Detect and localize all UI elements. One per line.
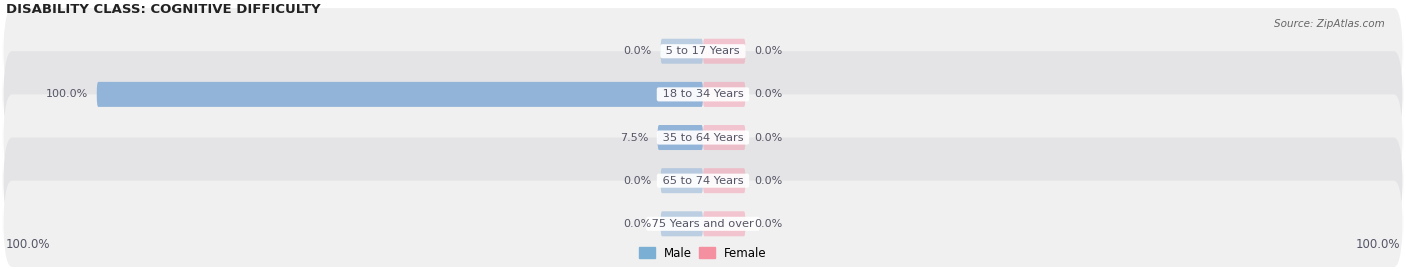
Text: 5 to 17 Years: 5 to 17 Years bbox=[662, 46, 744, 56]
FancyBboxPatch shape bbox=[97, 82, 703, 107]
FancyBboxPatch shape bbox=[658, 125, 703, 150]
Text: 35 to 64 Years: 35 to 64 Years bbox=[659, 133, 747, 143]
Text: 100.0%: 100.0% bbox=[1355, 238, 1400, 250]
Text: 0.0%: 0.0% bbox=[755, 89, 783, 99]
FancyBboxPatch shape bbox=[3, 8, 1403, 94]
FancyBboxPatch shape bbox=[703, 211, 745, 236]
Text: 100.0%: 100.0% bbox=[6, 238, 51, 250]
FancyBboxPatch shape bbox=[3, 137, 1403, 224]
Legend: Male, Female: Male, Female bbox=[634, 242, 772, 264]
Text: 0.0%: 0.0% bbox=[623, 219, 651, 229]
FancyBboxPatch shape bbox=[661, 39, 703, 64]
Text: 75 Years and over: 75 Years and over bbox=[648, 219, 758, 229]
FancyBboxPatch shape bbox=[703, 82, 745, 107]
FancyBboxPatch shape bbox=[3, 181, 1403, 267]
Text: 0.0%: 0.0% bbox=[623, 176, 651, 186]
Text: 65 to 74 Years: 65 to 74 Years bbox=[659, 176, 747, 186]
FancyBboxPatch shape bbox=[3, 51, 1403, 137]
FancyBboxPatch shape bbox=[703, 125, 745, 150]
Text: 0.0%: 0.0% bbox=[755, 176, 783, 186]
Text: Source: ZipAtlas.com: Source: ZipAtlas.com bbox=[1274, 19, 1385, 29]
FancyBboxPatch shape bbox=[703, 39, 745, 64]
Text: 0.0%: 0.0% bbox=[755, 133, 783, 143]
FancyBboxPatch shape bbox=[703, 168, 745, 193]
FancyBboxPatch shape bbox=[661, 211, 703, 236]
Text: DISABILITY CLASS: COGNITIVE DIFFICULTY: DISABILITY CLASS: COGNITIVE DIFFICULTY bbox=[6, 3, 321, 16]
Text: 0.0%: 0.0% bbox=[623, 46, 651, 56]
Text: 7.5%: 7.5% bbox=[620, 133, 648, 143]
Text: 100.0%: 100.0% bbox=[45, 89, 87, 99]
FancyBboxPatch shape bbox=[661, 168, 703, 193]
Text: 0.0%: 0.0% bbox=[755, 46, 783, 56]
Text: 0.0%: 0.0% bbox=[755, 219, 783, 229]
Text: 18 to 34 Years: 18 to 34 Years bbox=[659, 89, 747, 99]
FancyBboxPatch shape bbox=[3, 94, 1403, 181]
